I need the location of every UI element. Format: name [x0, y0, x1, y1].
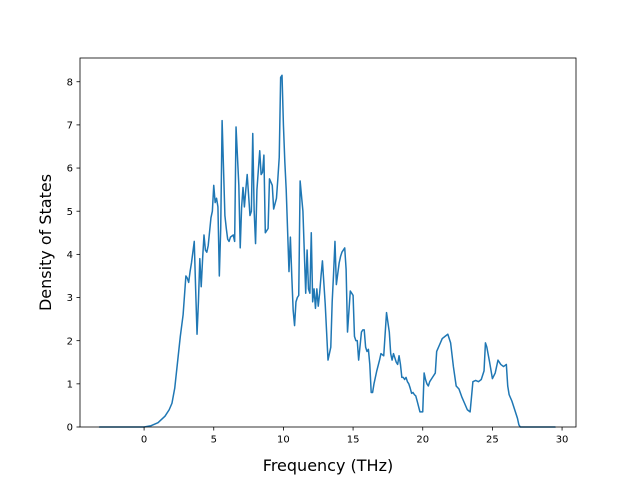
x-axis-label: Frequency (THz): [263, 456, 393, 475]
x-tick-label: 20: [416, 435, 429, 446]
y-tick-label: 7: [67, 120, 73, 131]
y-tick-label: 1: [67, 379, 73, 390]
x-tick-label: 25: [486, 435, 499, 446]
axes-frame: [79, 57, 577, 428]
y-tick-label: 0: [67, 423, 73, 434]
y-axis-ticks: 0 1 2 3 4 5 6 7 8: [67, 77, 80, 434]
plot-area: [98, 74, 556, 428]
x-tick-label: 10: [277, 435, 290, 446]
y-axis-label: Density of States: [36, 174, 55, 311]
dos-series-line: [98, 74, 556, 428]
y-tick-label: 4: [67, 250, 73, 261]
x-tick-label: 30: [556, 435, 569, 446]
x-tick-label: 0: [141, 435, 147, 446]
y-tick-label: 3: [67, 293, 73, 304]
x-axis-ticks: 0 5 10 15 20 25 30: [141, 427, 569, 446]
x-tick-label: 5: [211, 435, 217, 446]
x-tick-label: 15: [347, 435, 360, 446]
y-tick-label: 8: [67, 77, 73, 88]
y-tick-label: 2: [67, 336, 73, 347]
y-tick-label: 6: [67, 164, 73, 175]
y-tick-label: 5: [67, 207, 73, 218]
